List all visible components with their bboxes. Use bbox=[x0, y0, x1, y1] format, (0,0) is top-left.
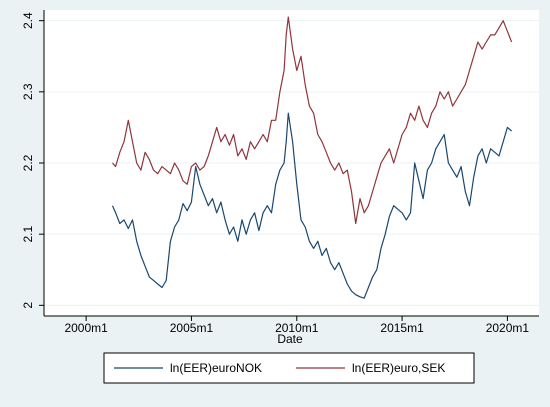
x-tick-label: 2015m1 bbox=[380, 321, 424, 335]
x-axis-title: Date bbox=[277, 332, 303, 346]
x-tick-label: 2005m1 bbox=[170, 321, 214, 335]
y-tick-label: 2.2 bbox=[21, 154, 35, 171]
y-tick-label: 2.3 bbox=[21, 83, 35, 100]
y-tick-label: 2.1 bbox=[21, 225, 35, 242]
y-gridlines bbox=[44, 20, 539, 306]
x-tick-label: 2000m1 bbox=[64, 321, 108, 335]
x-tick-label: 2020m1 bbox=[486, 321, 530, 335]
x-axis-ticks: 2000m1 2005m1 2010m1 2015m1 2020m1 bbox=[64, 316, 529, 335]
legend-label-nok: ln(EER)euroNOK bbox=[170, 361, 262, 375]
series-line-nok bbox=[111, 112, 512, 299]
x-tick-label: 2010m1 bbox=[275, 321, 319, 335]
series-line-sek bbox=[112, 16, 513, 225]
legend-label-sek: ln(EER)euro,SEK bbox=[352, 361, 445, 375]
y-tick-label: 2.4 bbox=[21, 12, 35, 29]
legend: ln(EER)euroNOK ln(EER)euro,SEK bbox=[103, 352, 475, 384]
y-tick-label: 2 bbox=[21, 302, 35, 309]
y-axis-ticks: 2 2.1 2.2 2.3 2.4 bbox=[21, 12, 44, 309]
legend-box bbox=[103, 352, 475, 384]
series-lines bbox=[111, 16, 513, 299]
